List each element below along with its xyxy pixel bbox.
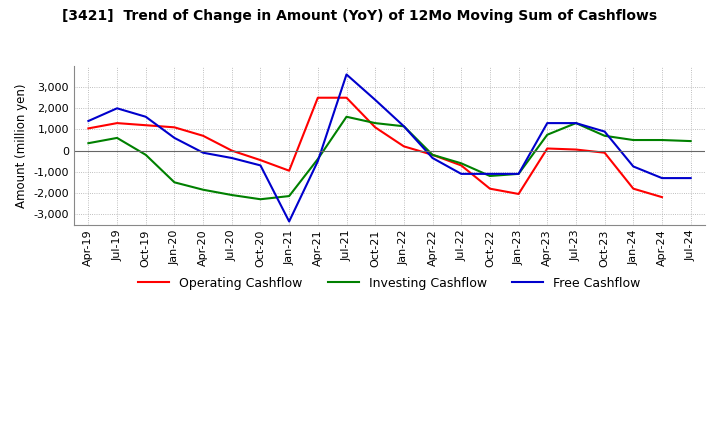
Operating Cashflow [170, 125, 179, 130]
Free Cashflow [256, 163, 265, 168]
Investing Cashflow [199, 187, 207, 192]
Operating Cashflow [629, 186, 638, 191]
Free Cashflow [342, 72, 351, 77]
Free Cashflow [371, 97, 379, 103]
Operating Cashflow [285, 168, 294, 173]
Operating Cashflow [256, 158, 265, 163]
Free Cashflow [313, 158, 322, 164]
Operating Cashflow [457, 163, 466, 168]
Free Cashflow [657, 176, 666, 181]
Free Cashflow [113, 106, 122, 111]
Investing Cashflow [342, 114, 351, 119]
Investing Cashflow [686, 139, 695, 144]
Investing Cashflow [113, 135, 122, 140]
Free Cashflow [170, 135, 179, 140]
Investing Cashflow [84, 140, 93, 146]
Free Cashflow [199, 150, 207, 155]
Operating Cashflow [572, 147, 580, 152]
Operating Cashflow [543, 146, 552, 151]
Free Cashflow [457, 171, 466, 176]
Free Cashflow [428, 155, 437, 161]
Investing Cashflow [313, 157, 322, 162]
Investing Cashflow [371, 121, 379, 126]
Investing Cashflow [400, 124, 408, 129]
Free Cashflow [84, 118, 93, 124]
Free Cashflow [285, 219, 294, 224]
Investing Cashflow [170, 180, 179, 185]
Operating Cashflow [228, 148, 236, 153]
Free Cashflow [543, 121, 552, 126]
Operating Cashflow [342, 95, 351, 100]
Free Cashflow [686, 176, 695, 181]
Operating Cashflow [657, 194, 666, 200]
Line: Operating Cashflow: Operating Cashflow [89, 98, 662, 197]
Line: Free Cashflow: Free Cashflow [89, 74, 690, 221]
Operating Cashflow [400, 144, 408, 149]
Investing Cashflow [228, 192, 236, 198]
Operating Cashflow [113, 121, 122, 126]
Free Cashflow [514, 171, 523, 176]
Investing Cashflow [485, 173, 494, 179]
Investing Cashflow [457, 161, 466, 166]
Operating Cashflow [141, 123, 150, 128]
Investing Cashflow [285, 194, 294, 199]
Investing Cashflow [600, 133, 609, 139]
Investing Cashflow [657, 137, 666, 143]
Legend: Operating Cashflow, Investing Cashflow, Free Cashflow: Operating Cashflow, Investing Cashflow, … [133, 271, 646, 294]
Free Cashflow [572, 121, 580, 126]
Free Cashflow [485, 171, 494, 176]
Investing Cashflow [256, 197, 265, 202]
Operating Cashflow [84, 126, 93, 131]
Investing Cashflow [572, 121, 580, 126]
Y-axis label: Amount (million yen): Amount (million yen) [15, 83, 28, 208]
Operating Cashflow [428, 152, 437, 158]
Free Cashflow [400, 124, 408, 129]
Operating Cashflow [514, 191, 523, 197]
Free Cashflow [629, 164, 638, 169]
Free Cashflow [600, 129, 609, 134]
Free Cashflow [141, 114, 150, 119]
Text: [3421]  Trend of Change in Amount (YoY) of 12Mo Moving Sum of Cashflows: [3421] Trend of Change in Amount (YoY) o… [63, 9, 657, 23]
Operating Cashflow [371, 125, 379, 130]
Operating Cashflow [199, 133, 207, 139]
Investing Cashflow [543, 132, 552, 137]
Investing Cashflow [514, 171, 523, 176]
Operating Cashflow [485, 186, 494, 191]
Investing Cashflow [141, 152, 150, 158]
Investing Cashflow [428, 152, 437, 158]
Investing Cashflow [629, 137, 638, 143]
Line: Investing Cashflow: Investing Cashflow [89, 117, 690, 199]
Operating Cashflow [313, 95, 322, 100]
Free Cashflow [228, 155, 236, 161]
Operating Cashflow [600, 150, 609, 155]
